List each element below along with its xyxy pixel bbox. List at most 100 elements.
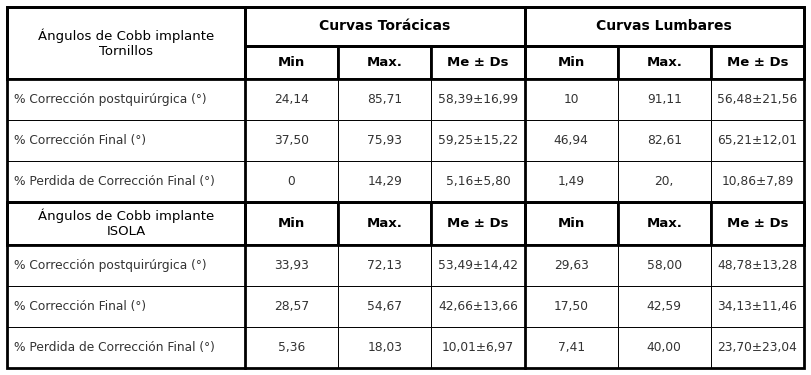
Text: Max.: Max.: [646, 217, 682, 230]
Bar: [7, 7, 245, 79]
Bar: [710, 202, 804, 245]
Bar: [245, 7, 525, 46]
Text: Min: Min: [557, 217, 585, 230]
Text: 5,36: 5,36: [278, 341, 305, 354]
Bar: [710, 245, 804, 286]
Bar: [245, 286, 338, 327]
Text: % Corrección postquirúrgica (°): % Corrección postquirúrgica (°): [14, 259, 207, 272]
Bar: [338, 202, 431, 245]
Text: 85,71: 85,71: [367, 93, 402, 106]
Bar: [245, 327, 338, 368]
Text: 23,70±23,04: 23,70±23,04: [718, 341, 797, 354]
Bar: [710, 286, 804, 327]
Text: 91,11: 91,11: [647, 93, 682, 106]
Bar: [525, 327, 618, 368]
Text: 14,29: 14,29: [367, 175, 402, 188]
Text: % Corrección Final (°): % Corrección Final (°): [14, 300, 146, 313]
Bar: [431, 202, 525, 245]
Bar: [7, 327, 245, 368]
Text: 42,59: 42,59: [646, 300, 682, 313]
Bar: [618, 120, 710, 161]
Bar: [431, 46, 525, 79]
Bar: [618, 286, 710, 327]
Text: 48,78±13,28: 48,78±13,28: [717, 259, 797, 272]
Bar: [525, 7, 804, 46]
Text: Me ± Ds: Me ± Ds: [447, 56, 508, 69]
Text: % Corrección Final (°): % Corrección Final (°): [14, 134, 146, 147]
Text: Max.: Max.: [367, 56, 403, 69]
Text: Min: Min: [278, 56, 305, 69]
Bar: [525, 202, 618, 245]
Text: 29,63: 29,63: [554, 259, 589, 272]
Bar: [7, 120, 245, 161]
Text: 34,13±11,46: 34,13±11,46: [718, 300, 797, 313]
Text: % Perdida de Corrección Final (°): % Perdida de Corrección Final (°): [14, 341, 215, 354]
Text: Me ± Ds: Me ± Ds: [727, 56, 788, 69]
Text: 5,16±5,80: 5,16±5,80: [445, 175, 510, 188]
Bar: [618, 79, 710, 120]
Text: 10: 10: [564, 93, 579, 106]
Bar: [710, 79, 804, 120]
Text: Ángulos de Cobb implante
Tornillos: Ángulos de Cobb implante Tornillos: [38, 28, 214, 58]
Bar: [245, 120, 338, 161]
Bar: [338, 161, 431, 202]
Text: 53,49±14,42: 53,49±14,42: [438, 259, 518, 272]
Bar: [525, 46, 618, 79]
Text: 72,13: 72,13: [367, 259, 402, 272]
Text: Min: Min: [557, 56, 585, 69]
Text: 42,66±13,66: 42,66±13,66: [438, 300, 518, 313]
Bar: [431, 161, 525, 202]
Text: 40,00: 40,00: [647, 341, 682, 354]
Text: Ángulos de Cobb implante
ISOLA: Ángulos de Cobb implante ISOLA: [38, 209, 214, 238]
Text: 10,86±7,89: 10,86±7,89: [721, 175, 794, 188]
Text: 54,67: 54,67: [367, 300, 402, 313]
Text: 20,: 20,: [654, 175, 674, 188]
Text: 65,21±12,01: 65,21±12,01: [718, 134, 797, 147]
Bar: [245, 46, 338, 79]
Text: 0: 0: [288, 175, 295, 188]
Bar: [338, 245, 431, 286]
Text: 37,50: 37,50: [274, 134, 309, 147]
Bar: [245, 245, 338, 286]
Text: 59,25±15,22: 59,25±15,22: [438, 134, 518, 147]
Text: Max.: Max.: [367, 217, 403, 230]
Bar: [245, 202, 338, 245]
Text: 17,50: 17,50: [554, 300, 589, 313]
Bar: [431, 120, 525, 161]
Text: 10,01±6,97: 10,01±6,97: [442, 341, 514, 354]
Bar: [338, 79, 431, 120]
Bar: [618, 161, 710, 202]
Text: 82,61: 82,61: [646, 134, 682, 147]
Bar: [618, 202, 710, 245]
Bar: [7, 161, 245, 202]
Text: Curvas Lumbares: Curvas Lumbares: [596, 20, 732, 33]
Text: 46,94: 46,94: [554, 134, 589, 147]
Text: 7,41: 7,41: [557, 341, 585, 354]
Bar: [710, 327, 804, 368]
Text: % Perdida de Corrección Final (°): % Perdida de Corrección Final (°): [14, 175, 215, 188]
Text: % Corrección postquirúrgica (°): % Corrección postquirúrgica (°): [14, 93, 207, 106]
Bar: [525, 79, 618, 120]
Bar: [338, 46, 431, 79]
Bar: [245, 161, 338, 202]
Bar: [338, 286, 431, 327]
Bar: [618, 327, 710, 368]
Bar: [525, 161, 618, 202]
Text: 56,48±21,56: 56,48±21,56: [717, 93, 797, 106]
Bar: [338, 120, 431, 161]
Text: 75,93: 75,93: [367, 134, 402, 147]
Bar: [710, 161, 804, 202]
Bar: [525, 120, 618, 161]
Bar: [431, 327, 525, 368]
Text: 58,39±16,99: 58,39±16,99: [438, 93, 518, 106]
Bar: [618, 245, 710, 286]
Bar: [245, 79, 338, 120]
Bar: [710, 120, 804, 161]
Text: Me ± Ds: Me ± Ds: [727, 217, 788, 230]
Bar: [431, 245, 525, 286]
Bar: [431, 79, 525, 120]
Text: Curvas Torácicas: Curvas Torácicas: [319, 20, 450, 33]
Text: 1,49: 1,49: [557, 175, 585, 188]
Bar: [7, 286, 245, 327]
Text: Min: Min: [278, 217, 305, 230]
